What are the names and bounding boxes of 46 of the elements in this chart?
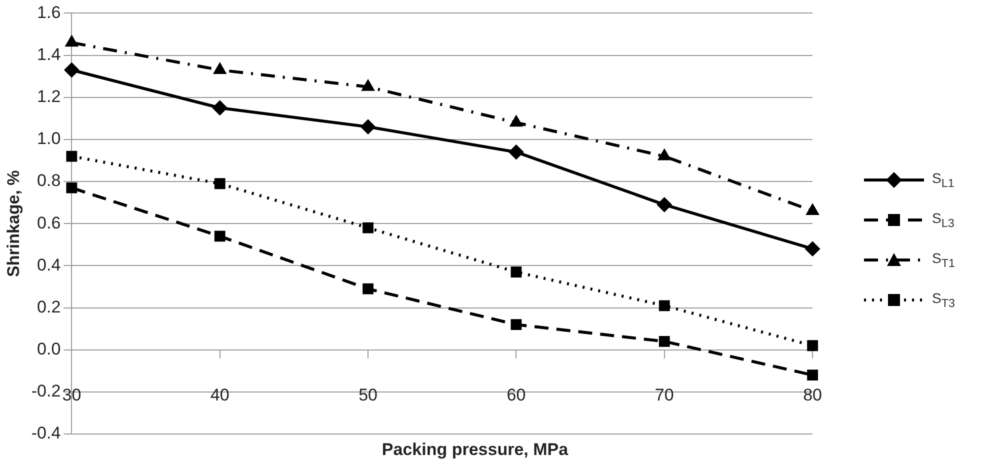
point bbox=[658, 300, 670, 312]
legend-label: S$_{T1}$ bbox=[932, 250, 955, 270]
point bbox=[510, 319, 522, 330]
point bbox=[360, 119, 376, 134]
point bbox=[510, 115, 523, 127]
y-tick-label: 1.6 bbox=[37, 2, 61, 22]
y-tick-label: 0.2 bbox=[37, 297, 61, 316]
x-tick-label: 30 bbox=[62, 386, 82, 405]
legend-label: S$_{L1}$ bbox=[932, 170, 954, 190]
y-tick-label: 0.4 bbox=[37, 255, 61, 274]
y-tick-label: -0.2 bbox=[31, 382, 61, 401]
legend-label: S$_{L3}$ bbox=[932, 210, 954, 230]
point bbox=[510, 266, 522, 278]
y-tick-label: 0.8 bbox=[37, 171, 61, 190]
point bbox=[65, 35, 78, 47]
x-tick-label: 80 bbox=[803, 386, 822, 405]
point bbox=[656, 197, 672, 212]
y-axis-title: Shrinkage, % bbox=[4, 170, 23, 277]
y-tick-label: 1.4 bbox=[37, 44, 61, 64]
x-tick-label: 70 bbox=[654, 386, 674, 405]
point bbox=[64, 62, 80, 78]
point bbox=[214, 178, 226, 190]
x-tick-label: 40 bbox=[210, 386, 230, 405]
point bbox=[658, 148, 671, 160]
point bbox=[807, 370, 818, 381]
point bbox=[66, 182, 78, 194]
point bbox=[214, 230, 226, 242]
point bbox=[362, 283, 374, 294]
y-tick-label: 1.0 bbox=[37, 129, 61, 148]
point bbox=[212, 100, 228, 116]
point bbox=[362, 222, 374, 234]
point bbox=[213, 62, 226, 74]
point bbox=[807, 340, 818, 352]
point bbox=[508, 144, 524, 160]
y-tick-label: -0.4 bbox=[31, 424, 61, 443]
x-tick-label: 60 bbox=[506, 386, 526, 405]
x-axis-title: Packing pressure, MPa bbox=[380, 440, 570, 460]
y-tick-label: 0.0 bbox=[37, 340, 61, 359]
y-tick-label: 0.6 bbox=[37, 213, 61, 232]
point bbox=[658, 336, 670, 347]
point bbox=[361, 79, 375, 91]
legend-label: S$_{T3}$ bbox=[932, 290, 955, 310]
point bbox=[805, 241, 820, 256]
x-tick-label: 50 bbox=[358, 386, 378, 405]
point bbox=[66, 150, 78, 162]
y-tick-label: 1.2 bbox=[37, 87, 61, 106]
